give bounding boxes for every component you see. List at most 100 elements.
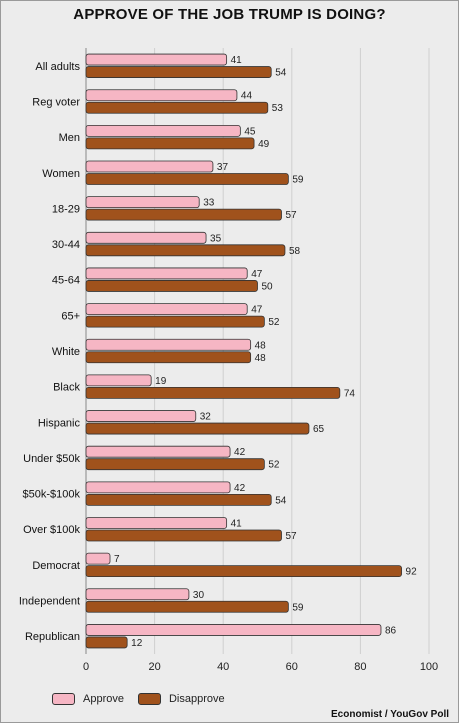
disapprove-bar	[85, 244, 286, 257]
legend: Approve Disapprove	[52, 693, 239, 705]
approve-bar	[85, 410, 197, 422]
category-label: Republican	[25, 631, 80, 643]
disapprove-value-label: 53	[272, 103, 284, 114]
approve-value-label: 44	[241, 91, 253, 102]
disapprove-bar	[85, 386, 341, 399]
approve-value-label: 32	[200, 412, 212, 423]
category-label: All adults	[35, 61, 80, 73]
disapprove-bar	[85, 565, 402, 578]
approve-bar	[85, 517, 228, 529]
disapprove-bar	[85, 493, 272, 506]
approve-value-label: 30	[193, 590, 205, 601]
disapprove-value-label: 65	[313, 424, 325, 435]
approve-value-label: 19	[155, 376, 167, 387]
x-tick-label: 100	[420, 661, 438, 673]
disapprove-value-label: 59	[292, 602, 304, 613]
disapprove-bar	[85, 280, 258, 292]
disapprove-value-label: 74	[344, 388, 356, 399]
category-label: Hispanic	[38, 417, 81, 429]
x-tick-label: 40	[217, 661, 229, 673]
x-tick-label: 80	[354, 661, 366, 673]
category-label: White	[52, 346, 80, 358]
disapprove-bar	[85, 173, 289, 185]
approve-value-label: 33	[203, 198, 215, 209]
approve-bar	[85, 588, 190, 601]
disapprove-bar	[85, 137, 255, 150]
approve-bar	[85, 89, 238, 102]
disapprove-value-label: 49	[258, 139, 270, 150]
approve-bar	[85, 624, 382, 636]
approve-bar	[85, 124, 241, 137]
approve-bar	[85, 267, 248, 280]
approve-bar	[85, 374, 152, 387]
approve-bar	[85, 231, 207, 244]
approve-swatch	[52, 693, 75, 705]
approve-bar	[85, 338, 252, 351]
category-label: Men	[59, 132, 80, 144]
category-label: Over $100k	[23, 524, 80, 536]
disapprove-bar	[85, 315, 265, 328]
approve-bar	[85, 53, 228, 66]
disapprove-value-label: 52	[268, 317, 280, 328]
approve-bar	[85, 445, 231, 458]
category-label: Democrat	[32, 560, 80, 572]
category-label: Reg voter	[32, 96, 80, 108]
legend-disapprove-label: Disapprove	[168, 693, 225, 705]
category-label: Independent	[19, 596, 80, 608]
category-label: Black	[53, 382, 80, 394]
approve-value-label: 47	[251, 269, 263, 280]
category-label: Under $50k	[23, 453, 80, 465]
legend-item-approve: Approve	[52, 693, 124, 705]
disapprove-value-label: 54	[275, 68, 287, 79]
disapprove-value-label: 57	[286, 531, 298, 542]
approve-value-label: 45	[244, 126, 256, 137]
approve-bar	[85, 303, 248, 316]
approve-value-label: 42	[234, 447, 246, 458]
legend-approve-label: Approve	[83, 693, 124, 705]
disapprove-bar	[85, 208, 282, 221]
disapprove-bar	[85, 422, 310, 435]
approve-value-label: 37	[217, 162, 229, 173]
disapprove-value-label: 57	[286, 210, 298, 221]
disapprove-bar	[85, 101, 269, 114]
approve-value-label: 35	[210, 233, 222, 244]
chart-title: APPROVE OF THE JOB TRUMP IS DOING?	[73, 6, 386, 23]
disapprove-swatch	[137, 693, 161, 705]
approve-value-label: 47	[251, 305, 263, 316]
disapprove-value-label: 52	[268, 460, 280, 471]
x-tick-label: 20	[148, 661, 160, 673]
approve-value-label: 86	[385, 625, 397, 636]
category-label: 45-64	[52, 275, 80, 287]
category-label: 65+	[61, 310, 80, 322]
x-tick-label: 60	[286, 661, 298, 673]
disapprove-bar	[85, 458, 265, 471]
disapprove-value-label: 50	[262, 281, 274, 292]
disapprove-bar	[85, 66, 272, 78]
disapprove-value-label: 92	[406, 567, 418, 578]
approve-bar	[85, 552, 111, 565]
approve-value-label: 41	[231, 518, 243, 529]
disapprove-value-label: 48	[255, 353, 267, 364]
disapprove-value-label: 58	[289, 246, 301, 257]
disapprove-bar	[85, 529, 282, 542]
category-label: 30-44	[52, 239, 80, 251]
legend-item-disapprove: Disapprove	[137, 693, 225, 705]
category-label: Women	[42, 168, 80, 180]
approve-value-label: 48	[255, 340, 267, 351]
approve-value-label: 42	[234, 483, 246, 494]
approve-value-label: 41	[231, 55, 243, 66]
category-label: 18-29	[52, 203, 80, 215]
disapprove-bar	[85, 636, 128, 649]
disapprove-value-label: 59	[292, 175, 304, 186]
disapprove-bar	[85, 600, 289, 613]
approve-bar	[85, 196, 200, 209]
disapprove-value-label: 12	[131, 638, 143, 649]
x-tick-label: 0	[83, 661, 89, 673]
disapprove-bar	[85, 351, 252, 364]
approve-bar	[85, 481, 231, 494]
disapprove-value-label: 54	[275, 495, 287, 506]
approve-bar	[85, 160, 214, 173]
category-label: $50k-$100k	[23, 489, 81, 501]
source-credit: Economist / YouGov Poll	[331, 709, 449, 720]
